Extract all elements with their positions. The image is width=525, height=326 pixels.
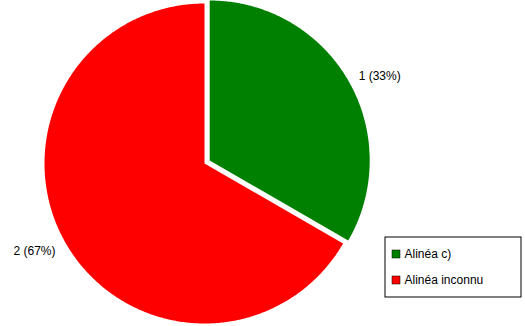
svg-text:2 (67%): 2 (67%) <box>14 244 56 258</box>
svg-text:1 (33%): 1 (33%) <box>359 69 401 83</box>
svg-text:Alinéa c): Alinéa c) <box>405 247 452 261</box>
svg-text:Alinéa inconnu: Alinéa inconnu <box>405 273 484 287</box>
